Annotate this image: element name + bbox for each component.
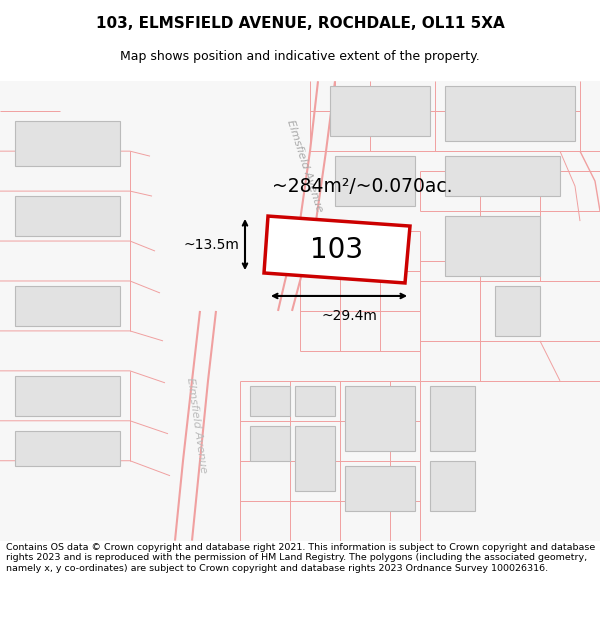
Polygon shape [15,286,120,326]
Text: ~284m²/~0.070ac.: ~284m²/~0.070ac. [272,177,452,196]
Polygon shape [345,386,415,451]
Polygon shape [335,156,415,206]
Polygon shape [495,286,540,336]
Text: Contains OS data © Crown copyright and database right 2021. This information is : Contains OS data © Crown copyright and d… [6,543,595,572]
Text: ~13.5m: ~13.5m [183,238,239,251]
Text: ~29.4m: ~29.4m [321,309,377,323]
Polygon shape [250,386,290,416]
Polygon shape [15,121,120,166]
Text: Elmsfield Avenue: Elmsfield Avenue [286,119,325,214]
Polygon shape [445,86,575,141]
Polygon shape [295,386,335,416]
Text: Map shows position and indicative extent of the property.: Map shows position and indicative extent… [120,49,480,62]
Polygon shape [445,216,540,276]
Text: 103, ELMSFIELD AVENUE, ROCHDALE, OL11 5XA: 103, ELMSFIELD AVENUE, ROCHDALE, OL11 5X… [95,16,505,31]
Polygon shape [430,386,475,451]
Polygon shape [264,216,410,283]
Polygon shape [15,376,120,416]
Polygon shape [445,156,560,196]
Polygon shape [345,466,415,511]
Polygon shape [430,461,475,511]
Polygon shape [295,426,335,491]
Polygon shape [335,226,395,271]
Text: Elmsfield Avenue: Elmsfield Avenue [185,378,209,474]
Polygon shape [15,431,120,466]
Polygon shape [330,86,430,136]
Polygon shape [250,426,290,461]
Polygon shape [15,196,120,236]
Text: 103: 103 [310,236,364,264]
